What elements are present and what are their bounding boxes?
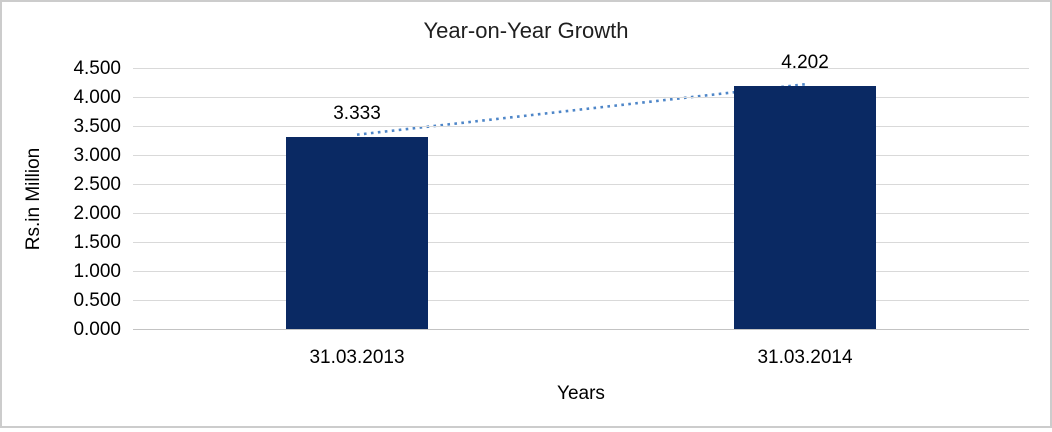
y-tick-label: 1.000 bbox=[73, 261, 121, 282]
y-tick-label: 3.000 bbox=[73, 145, 121, 166]
y-tick-label: 3.500 bbox=[73, 116, 121, 137]
gridline bbox=[133, 97, 1029, 98]
y-tick-label: 0.000 bbox=[73, 319, 121, 340]
x-tick-label: 31.03.2014 bbox=[757, 347, 853, 368]
gridline bbox=[133, 242, 1029, 243]
gridline bbox=[133, 126, 1029, 127]
gridline bbox=[133, 213, 1029, 214]
gridline bbox=[133, 184, 1029, 185]
gridline bbox=[133, 300, 1029, 301]
y-tick-label: 1.500 bbox=[73, 232, 121, 253]
y-tick-label: 2.500 bbox=[73, 174, 121, 195]
y-tick-label: 0.500 bbox=[73, 290, 121, 311]
gridline bbox=[133, 155, 1029, 156]
x-axis-title: Years bbox=[557, 383, 605, 404]
y-tick-label: 2.000 bbox=[73, 203, 121, 224]
bar-data-label: 3.333 bbox=[333, 102, 381, 124]
gridline bbox=[133, 329, 1029, 330]
bar bbox=[286, 136, 428, 329]
bar bbox=[734, 86, 876, 329]
y-tick-label: 4.500 bbox=[73, 58, 121, 79]
bar-data-label: 4.202 bbox=[781, 52, 829, 74]
chart-title: Year-on-Year Growth bbox=[423, 18, 629, 43]
gridline bbox=[133, 68, 1029, 69]
y-tick-label: 4.000 bbox=[73, 87, 121, 108]
gridline bbox=[133, 271, 1029, 272]
x-tick-label: 31.03.2013 bbox=[309, 347, 405, 368]
